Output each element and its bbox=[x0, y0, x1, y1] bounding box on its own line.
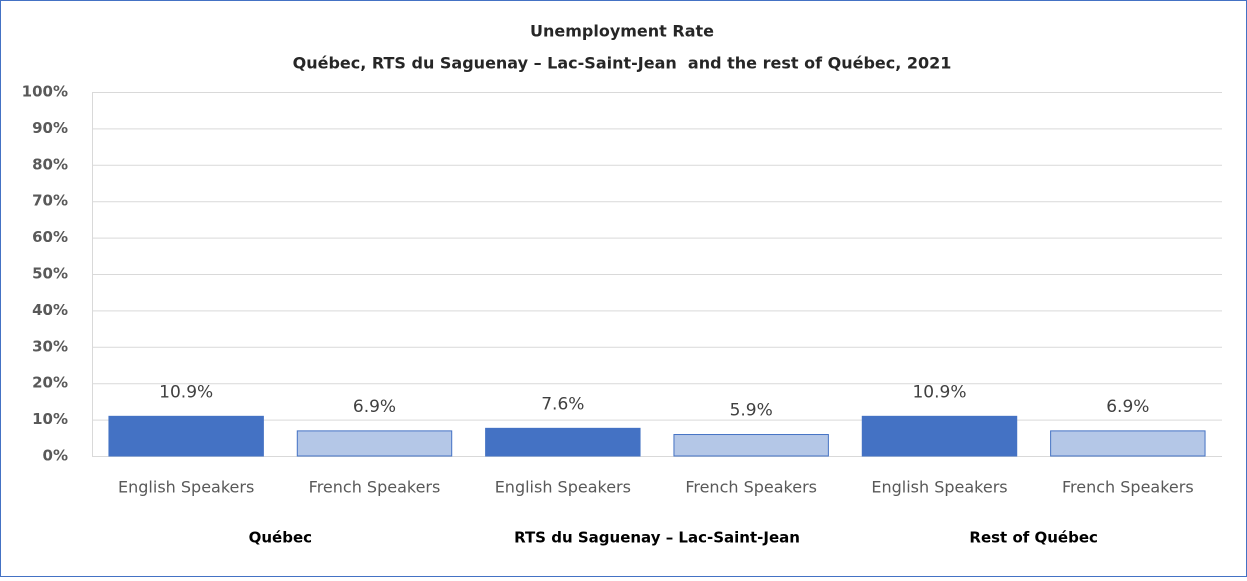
x-tick-label: French Speakers bbox=[1062, 478, 1194, 497]
y-tick-label: 50% bbox=[32, 265, 68, 283]
bar bbox=[673, 434, 829, 457]
y-tick-label: 70% bbox=[32, 192, 68, 210]
bar bbox=[296, 430, 453, 457]
data-label: 7.6% bbox=[541, 394, 584, 414]
bar bbox=[861, 415, 1018, 457]
group-label: Québec bbox=[249, 529, 312, 547]
x-tick-label: English Speakers bbox=[495, 478, 631, 497]
data-label: 6.9% bbox=[353, 397, 396, 417]
bar bbox=[108, 415, 264, 457]
y-tick-label: 80% bbox=[32, 155, 68, 173]
chart-subtitle: Québec, RTS du Saguenay – Lac-Saint-Jean… bbox=[293, 54, 952, 73]
y-tick-label: 40% bbox=[32, 301, 68, 319]
bar bbox=[485, 427, 641, 457]
y-tick-label: 10% bbox=[32, 410, 68, 428]
x-tick-label: French Speakers bbox=[685, 478, 817, 497]
y-tick-label: 30% bbox=[32, 337, 68, 355]
y-tick-label: 100% bbox=[22, 83, 68, 101]
data-label: 6.9% bbox=[1106, 397, 1149, 417]
data-label: 10.9% bbox=[912, 382, 966, 402]
x-tick-label: French Speakers bbox=[309, 478, 441, 497]
y-tick-label: 90% bbox=[32, 119, 68, 137]
group-label: Rest of Québec bbox=[969, 529, 1098, 547]
data-label: 10.9% bbox=[159, 382, 213, 402]
bar bbox=[1050, 430, 1206, 457]
data-label: 5.9% bbox=[730, 401, 773, 421]
y-tick-label: 60% bbox=[32, 228, 68, 246]
x-tick-label: English Speakers bbox=[118, 478, 254, 497]
y-tick-label: 20% bbox=[32, 374, 68, 392]
x-tick-label: English Speakers bbox=[871, 478, 1007, 497]
chart-title: Unemployment Rate bbox=[530, 22, 714, 41]
group-label: RTS du Saguenay – Lac-Saint-Jean bbox=[514, 529, 800, 547]
y-tick-label: 0% bbox=[43, 447, 68, 465]
